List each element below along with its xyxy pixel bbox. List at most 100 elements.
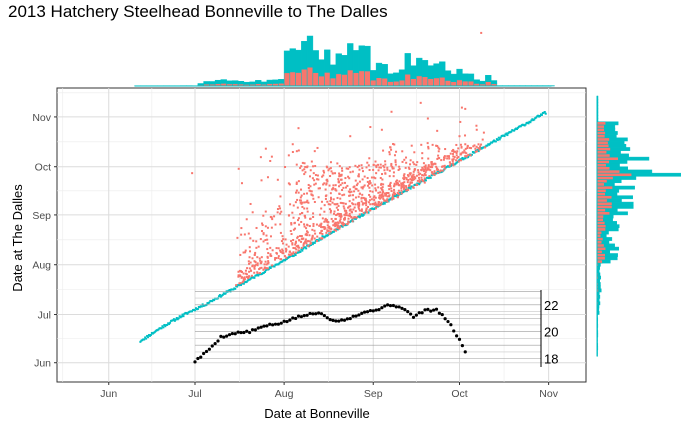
inset-point — [222, 335, 226, 339]
point-delayed — [479, 145, 482, 148]
inset-point — [368, 308, 372, 313]
inset-point — [437, 311, 441, 315]
point-delayed — [315, 223, 318, 226]
top-histogram-bar-delayed — [381, 77, 388, 87]
point-delayed — [299, 201, 302, 204]
top-histogram-bar-delayed — [358, 70, 365, 87]
point-delayed — [464, 155, 467, 158]
point-delayed — [436, 129, 439, 132]
point-on-time — [262, 272, 265, 275]
top-histogram-bar-on-time — [473, 79, 480, 84]
inset-point — [426, 307, 430, 311]
point-delayed — [295, 181, 298, 184]
inset-point — [328, 318, 332, 322]
point-delayed — [411, 175, 414, 178]
top-histogram-bar-on-time — [364, 45, 371, 72]
point-delayed — [401, 183, 404, 186]
point-delayed — [435, 144, 438, 147]
inset-y-tick-label: 20 — [544, 325, 558, 340]
point-delayed — [322, 169, 325, 172]
point-delayed — [395, 150, 398, 153]
point-delayed — [392, 171, 395, 174]
inset-point — [219, 334, 223, 338]
right-histogram-bar-delayed — [596, 243, 605, 248]
point-on-time — [496, 138, 499, 141]
inset-point — [383, 304, 387, 308]
point-delayed — [351, 202, 354, 205]
point-delayed — [269, 253, 272, 256]
point-delayed — [475, 145, 478, 148]
point-delayed — [456, 150, 459, 153]
point-delayed — [357, 173, 360, 176]
point-delayed — [321, 232, 324, 235]
top-histogram-bar-on-time — [289, 48, 296, 73]
point-delayed — [261, 224, 264, 227]
inset-point — [440, 312, 444, 317]
point-on-time — [232, 288, 235, 291]
point-delayed — [314, 174, 317, 177]
point-delayed — [481, 138, 484, 141]
point-delayed — [276, 178, 279, 181]
point-delayed — [305, 232, 308, 235]
point-delayed — [387, 192, 390, 195]
point-delayed — [340, 178, 343, 181]
point-delayed — [264, 260, 267, 263]
point-delayed — [388, 169, 391, 172]
point-delayed — [347, 206, 350, 209]
point-delayed — [389, 146, 392, 149]
point-delayed — [411, 177, 414, 180]
point-delayed — [401, 150, 404, 153]
point-delayed — [343, 216, 346, 219]
inset-point — [386, 303, 390, 307]
point-delayed — [307, 186, 310, 189]
point-delayed — [411, 178, 414, 181]
point-delayed — [405, 186, 408, 189]
point-on-time — [228, 288, 231, 291]
point-delayed — [301, 238, 304, 241]
point-delayed — [464, 151, 467, 154]
point-delayed — [386, 168, 389, 171]
point-delayed — [300, 235, 303, 238]
point-delayed — [330, 228, 333, 231]
point-delayed — [349, 188, 352, 191]
point-delayed — [327, 203, 330, 206]
point-delayed — [349, 208, 352, 211]
point-delayed — [363, 175, 366, 178]
point-delayed — [409, 163, 412, 166]
scatter-points — [139, 31, 547, 343]
point-delayed — [363, 202, 366, 205]
point-delayed — [377, 163, 380, 166]
point-delayed — [338, 185, 341, 188]
point-on-time — [194, 307, 197, 310]
point-delayed — [287, 245, 290, 248]
point-delayed — [365, 207, 368, 210]
point-on-time — [318, 237, 321, 240]
point-delayed — [375, 172, 378, 175]
point-delayed — [273, 215, 276, 218]
point-delayed — [409, 173, 412, 176]
top-histogram-bar-on-time — [352, 50, 360, 73]
point-delayed — [237, 275, 240, 278]
inset-point — [282, 319, 286, 323]
right-histogram-bar-delayed — [596, 192, 606, 196]
point-delayed — [302, 244, 305, 247]
top-histogram-bar-delayed — [324, 72, 331, 87]
point-delayed — [246, 267, 249, 270]
point-delayed — [395, 183, 398, 186]
point-delayed — [325, 231, 328, 234]
point-delayed — [325, 182, 328, 185]
point-on-time — [182, 315, 185, 318]
point-delayed — [244, 269, 247, 272]
point-delayed — [309, 217, 312, 220]
point-delayed — [291, 150, 294, 153]
point-delayed — [310, 241, 313, 244]
point-delayed — [319, 232, 322, 235]
point-on-time — [395, 193, 398, 196]
point-delayed — [417, 176, 420, 179]
point-delayed — [474, 147, 477, 150]
point-delayed — [365, 202, 368, 205]
point-delayed — [297, 244, 300, 247]
point-delayed — [410, 144, 413, 147]
inset-point — [276, 322, 280, 326]
point-delayed — [404, 166, 407, 169]
